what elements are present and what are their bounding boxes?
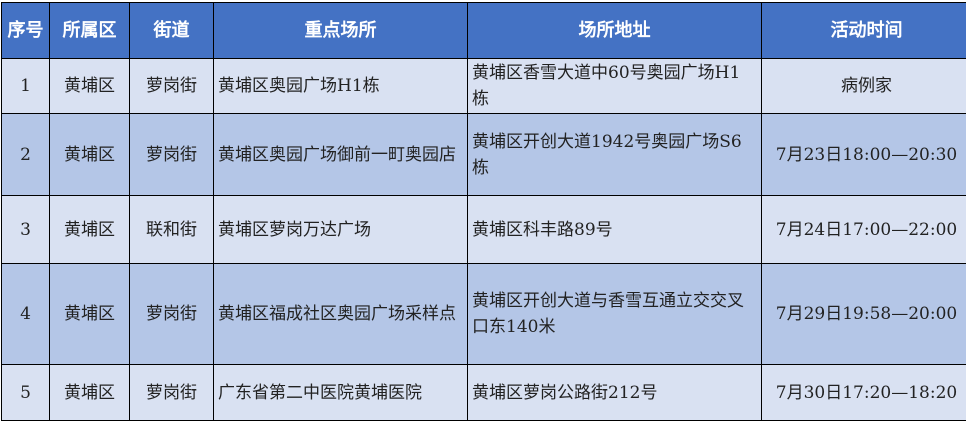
cell-street: 萝岗街 [129, 113, 214, 196]
cell-time: 7月30日17:20—18:20 [761, 364, 966, 421]
table-row: 3 黄埔区 联和街 黄埔区萝岗万达广场 黄埔区科丰路89号 7月24日17:00… [1, 195, 966, 264]
cell-address: 黄埔区开创大道与香雪互通立交交叉口东140米 [467, 263, 762, 365]
cell-street: 萝岗街 [129, 263, 214, 365]
header-no: 序号 [1, 2, 50, 59]
cell-address: 黄埔区香雪大道中60号奥园广场H1栋 [467, 58, 762, 114]
cell-place: 黄埔区福成社区奥园广场采样点 [213, 263, 468, 365]
cell-district: 黄埔区 [49, 364, 130, 421]
cell-street: 联和街 [129, 195, 214, 264]
cell-time: 7月24日17:00—22:00 [761, 195, 966, 264]
cell-time: 7月29日19:58—20:00 [761, 263, 966, 365]
cell-place: 黄埔区奥园广场御前一町奥园店 [213, 113, 468, 196]
table-row: 1 黄埔区 萝岗街 黄埔区奥园广场H1栋 黄埔区香雪大道中60号奥园广场H1栋 … [1, 58, 966, 114]
cell-district: 黄埔区 [49, 195, 130, 264]
table-row: 5 黄埔区 萝岗街 广东省第二中医院黄埔医院 黄埔区萝岗公路街212号 7月30… [1, 364, 966, 421]
cell-no: 5 [1, 364, 50, 421]
header-row: 序号 所属区 街道 重点场所 场所地址 活动时间 [1, 2, 966, 59]
cell-street: 萝岗街 [129, 364, 214, 421]
cell-place: 黄埔区萝岗万达广场 [213, 195, 468, 264]
header-address: 场所地址 [467, 2, 762, 59]
cell-no: 3 [1, 195, 50, 264]
cell-address: 黄埔区科丰路89号 [467, 195, 762, 264]
cell-district: 黄埔区 [49, 58, 130, 114]
cell-place: 黄埔区奥园广场H1栋 [213, 58, 468, 114]
cell-address: 黄埔区开创大道1942号奥园广场S6栋 [467, 113, 762, 196]
cell-no: 1 [1, 58, 50, 114]
table-row: 2 黄埔区 萝岗街 黄埔区奥园广场御前一町奥园店 黄埔区开创大道1942号奥园广… [1, 113, 966, 196]
header-time: 活动时间 [761, 2, 966, 59]
cell-time: 7月23日18:00—20:30 [761, 113, 966, 196]
cell-address: 黄埔区萝岗公路街212号 [467, 364, 762, 421]
cell-no: 4 [1, 263, 50, 365]
cell-district: 黄埔区 [49, 263, 130, 365]
cell-time: 病例家 [761, 58, 966, 114]
cell-street: 萝岗街 [129, 58, 214, 114]
cell-district: 黄埔区 [49, 113, 130, 196]
header-street: 街道 [129, 2, 214, 59]
header-place: 重点场所 [213, 2, 468, 59]
table-row: 4 黄埔区 萝岗街 黄埔区福成社区奥园广场采样点 黄埔区开创大道与香雪互通立交交… [1, 263, 966, 365]
header-district: 所属区 [49, 2, 130, 59]
cell-place: 广东省第二中医院黄埔医院 [213, 364, 468, 421]
cell-no: 2 [1, 113, 50, 196]
